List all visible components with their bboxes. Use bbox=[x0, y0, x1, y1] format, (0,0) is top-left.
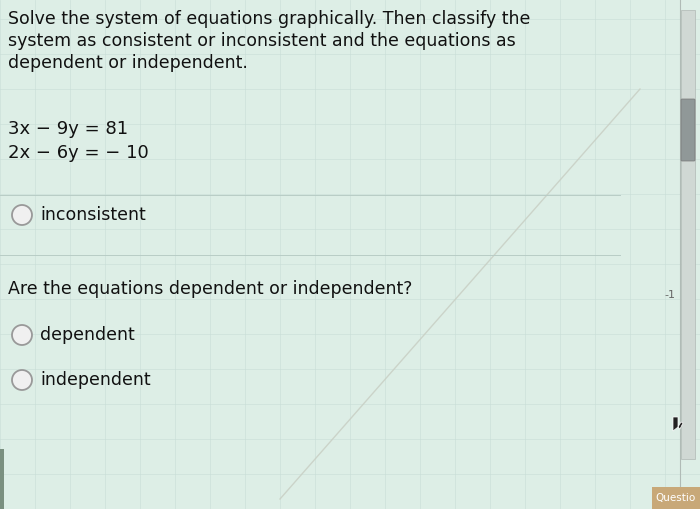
Text: Questio: Questio bbox=[656, 493, 696, 503]
Bar bbox=[0, 449, 4, 509]
Text: independent: independent bbox=[40, 371, 150, 389]
Text: dependent: dependent bbox=[40, 326, 134, 344]
Bar bbox=[652, 487, 700, 509]
Text: 3x − 9y = 81: 3x − 9y = 81 bbox=[8, 120, 128, 138]
FancyBboxPatch shape bbox=[681, 99, 695, 161]
Circle shape bbox=[12, 370, 32, 390]
Circle shape bbox=[12, 325, 32, 345]
Text: 2x − 6y = − 10: 2x − 6y = − 10 bbox=[8, 144, 148, 162]
Text: -1: -1 bbox=[664, 290, 675, 300]
Text: inconsistent: inconsistent bbox=[40, 206, 146, 224]
Bar bbox=[681, 10, 695, 459]
Text: Solve the system of equations graphically. Then classify the: Solve the system of equations graphicall… bbox=[8, 10, 531, 28]
Polygon shape bbox=[673, 417, 683, 431]
Text: system as consistent or inconsistent and the equations as: system as consistent or inconsistent and… bbox=[8, 32, 516, 50]
Circle shape bbox=[12, 205, 32, 225]
Text: dependent or independent.: dependent or independent. bbox=[8, 54, 248, 72]
Text: Are the equations dependent or independent?: Are the equations dependent or independe… bbox=[8, 280, 412, 298]
